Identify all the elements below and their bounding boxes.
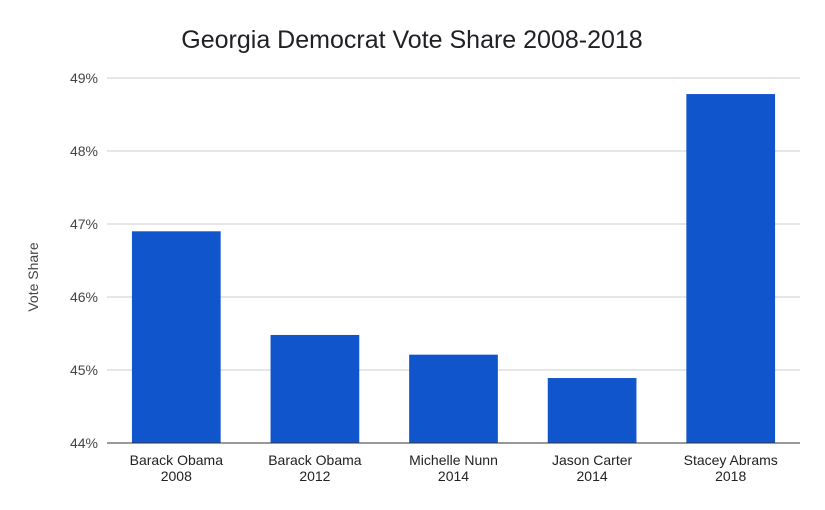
gridlines [107,77,800,371]
y-tick-labels: 44% 45% 46% 47% 48% 49% [70,70,98,451]
x-category-label: Barack Obama [130,452,224,468]
y-tick-label: 46% [70,289,98,305]
bar [686,94,776,443]
x-category-label: 2008 [161,468,192,484]
y-tick-label: 44% [70,435,98,451]
bars [131,94,776,443]
y-tick-label: 47% [70,216,98,232]
bar [547,378,637,443]
x-category-label: Stacey Abrams [684,452,778,468]
y-tick-label: 49% [70,70,98,86]
chart-title: Georgia Democrat Vote Share 2008-2018 [181,26,642,54]
x-category-label: 2014 [438,468,469,484]
y-tick-label: 45% [70,362,98,378]
x-category-label: Michelle Nunn [409,452,498,468]
bar [409,354,498,443]
bar [131,231,221,443]
bar [270,334,360,443]
x-category-label: Barack Obama [268,452,362,468]
x-category-label: Jason Carter [552,452,632,468]
x-category-label: 2014 [577,468,608,484]
y-axis-label: Vote Share [25,242,41,311]
x-category-label: 2018 [715,468,746,484]
y-tick-label: 48% [70,143,98,159]
x-category-label: 2012 [299,468,330,484]
